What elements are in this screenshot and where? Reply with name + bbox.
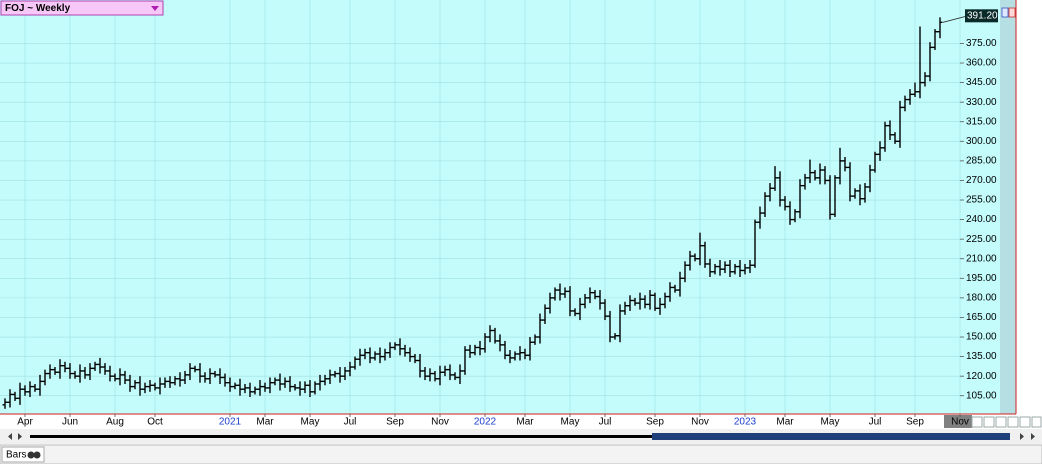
dropdown-arrow (151, 6, 159, 11)
x-tick-label: Sep (906, 417, 924, 428)
bars (2, 17, 943, 409)
x-tick-label: Mar (516, 417, 534, 428)
y-tick-label: 210.00 (966, 253, 997, 264)
scroll-left[interactable] (18, 433, 22, 440)
chart-title: FOJ ~ Weekly (5, 3, 71, 14)
period-buttons (971, 416, 1042, 428)
x-tick-label: Nov (951, 417, 969, 428)
x-tick-label: May (561, 417, 580, 428)
y-tick-label: 375.00 (966, 38, 997, 49)
x-tick-label: Jun (62, 417, 78, 428)
y-tick-label: 300.00 (966, 136, 997, 147)
x-tick-label: 2022 (474, 417, 497, 428)
x-tick-label: 2023 (734, 417, 757, 428)
x-tick-label: 2021 (219, 417, 242, 428)
y-tick-label: 285.00 (966, 156, 997, 167)
x-tick-label: Jul (344, 417, 357, 428)
y-tick-label: 225.00 (966, 234, 997, 245)
y-tick-label: 135.00 (966, 351, 997, 362)
scroll-range (30, 435, 652, 438)
chart-style-label: Bars (6, 450, 27, 461)
button[interactable] (971, 416, 983, 428)
x-tick-label: Mar (776, 417, 794, 428)
x-tick-label: Nov (431, 417, 449, 428)
x-tick-label: Aug (106, 417, 124, 428)
right-margin (1016, 0, 1042, 414)
scroll-thumb[interactable] (652, 433, 1010, 440)
x-axis-band (0, 415, 1042, 428)
y-tick-label: 270.00 (966, 175, 997, 186)
y-tick-label: 105.00 (966, 390, 997, 401)
y-tick-label: 195.00 (966, 273, 997, 284)
x-tick-label: Sep (386, 417, 404, 428)
x-tick-label: Apr (17, 417, 33, 428)
x-tick-label: Jul (869, 417, 882, 428)
status-bar (0, 444, 1042, 464)
button[interactable] (1031, 416, 1042, 428)
current-period (944, 415, 972, 428)
y-tick-label: 120.00 (966, 371, 997, 382)
scroll-left[interactable] (8, 433, 12, 440)
right-strip (1000, 0, 1016, 414)
y-tick-label: 315.00 (966, 116, 997, 127)
scroll-right[interactable] (1031, 433, 1035, 440)
y-tick-label: 255.00 (966, 195, 997, 206)
x-tick-label: May (821, 417, 840, 428)
grid (0, 0, 961, 414)
x-tick-label: Sep (646, 417, 664, 428)
button[interactable] (1019, 416, 1031, 428)
x-tick-label: Mar (256, 417, 274, 428)
plot-background (0, 0, 1000, 414)
y-tick-label: 150.00 (966, 332, 997, 343)
x-tick-label: Jul (599, 417, 612, 428)
y-tick-label: 240.00 (966, 214, 997, 225)
chart-style-tab[interactable] (1, 446, 45, 463)
y-tick-label: 360.00 (966, 58, 997, 69)
x-tick-label: Oct (147, 417, 163, 428)
scale-button[interactable] (1008, 7, 1016, 18)
x-tick-label: Nov (691, 417, 709, 428)
button[interactable] (1007, 416, 1019, 428)
x-tick-label: May (301, 417, 320, 428)
symbol-dropdown[interactable] (0, 0, 164, 16)
last-price-pointer (942, 15, 967, 23)
y-tick-label: 180.00 (966, 293, 997, 304)
last-price-box (965, 9, 998, 23)
y-tick-label: 165.00 (966, 312, 997, 323)
scale-button[interactable] (1001, 7, 1009, 18)
y-tick-label: 330.00 (966, 97, 997, 108)
icon (33, 451, 41, 459)
icon (27, 451, 35, 459)
scroll-right[interactable] (1020, 433, 1024, 440)
last-price-label: 391.20 (967, 10, 998, 21)
button[interactable] (995, 416, 1007, 428)
y-tick-label: 345.00 (966, 77, 997, 88)
button[interactable] (983, 416, 995, 428)
